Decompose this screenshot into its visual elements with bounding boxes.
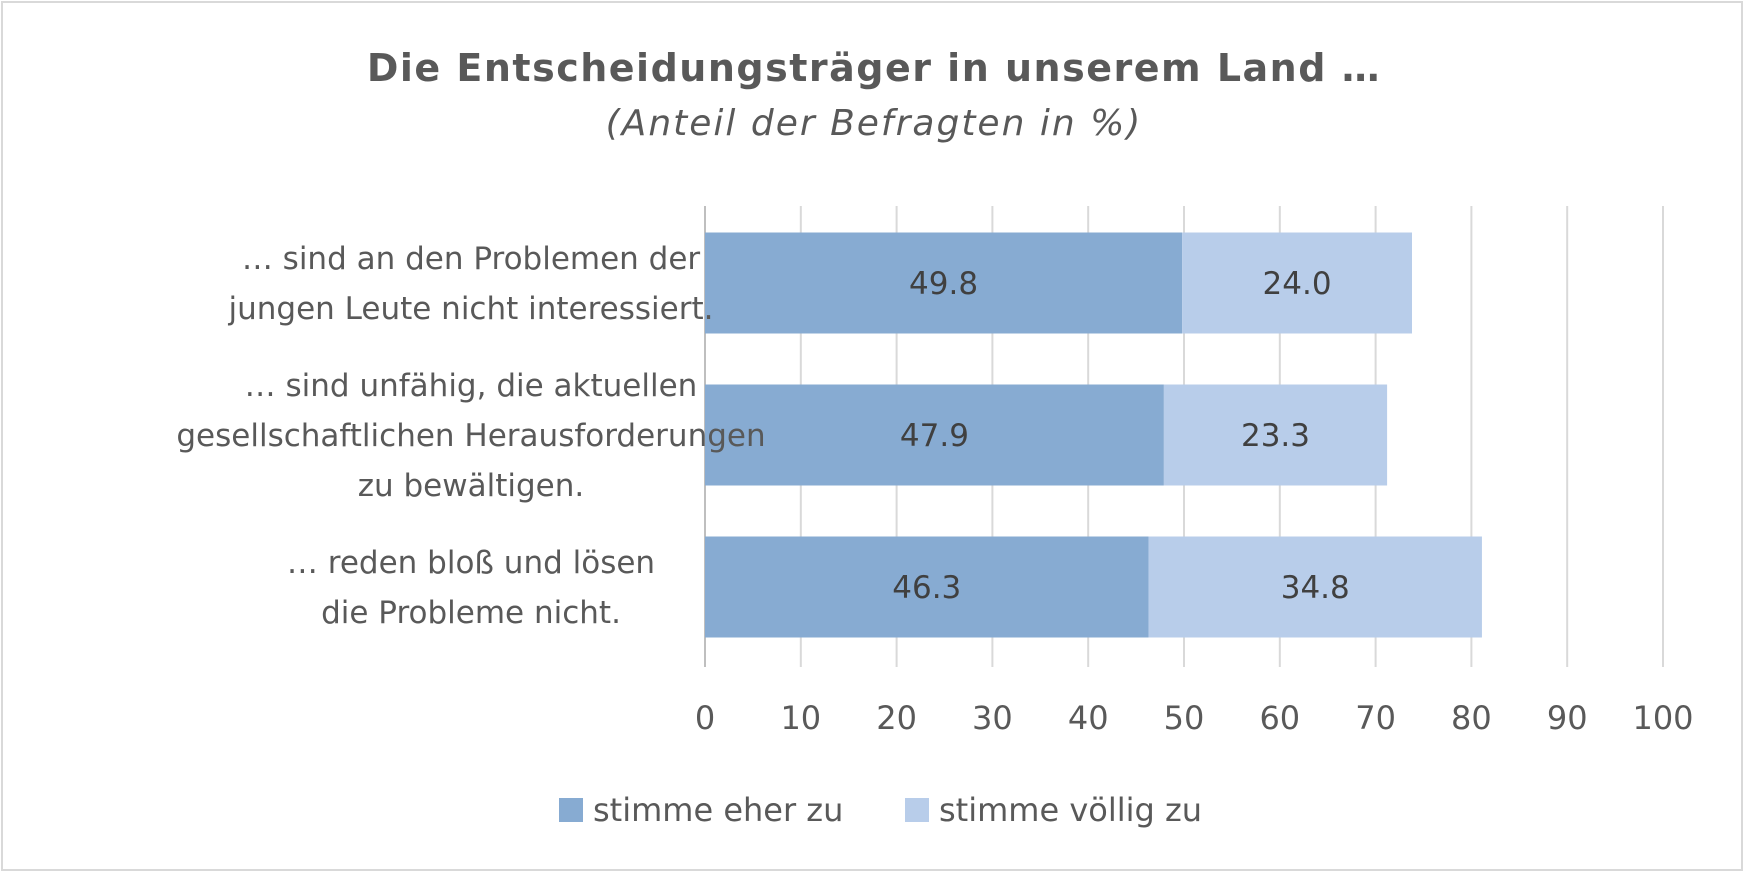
x-tick-label: 80: [1451, 699, 1492, 737]
data-label: 47.9: [900, 418, 969, 454]
category-label: … sind unfähig, die aktuellen: [245, 368, 698, 404]
chart-subtitle: (Anteil der Befragten in %): [606, 103, 1143, 144]
category-label: … sind an den Problemen der: [242, 241, 701, 277]
legend-label: stimme völlig zu: [939, 791, 1202, 829]
data-label: 24.0: [1263, 266, 1332, 302]
category-labels: … sind an den Problemen der jungen Leute …: [176, 241, 765, 631]
x-tick-label: 90: [1547, 699, 1588, 737]
chart-title: Die Entscheidungsträger in unserem Land …: [367, 46, 1381, 90]
x-tick-label: 0: [695, 699, 715, 737]
data-labels: 49.8 24.0 47.9 23.3 46.3 34.8: [892, 266, 1350, 606]
data-label: 34.8: [1281, 570, 1350, 606]
bar-voellig-1: [1182, 232, 1413, 334]
category-label: … reden bloß und lösen: [287, 545, 655, 581]
x-tick-label: 100: [1632, 699, 1693, 737]
x-tick-label: 40: [1068, 699, 1109, 737]
data-label: 23.3: [1241, 418, 1310, 454]
x-tick-labels: 0 10 20 30 40 50 60 70 80 90 100: [695, 699, 1694, 737]
category-label: die Probleme nicht.: [321, 595, 621, 631]
bar-eher-3: [705, 536, 1149, 638]
category-label: gesellschaftlichen Herausforderungen: [176, 418, 765, 454]
x-tick-label: 30: [972, 699, 1013, 737]
legend-swatch: [905, 798, 929, 822]
bar-voellig-2: [1163, 384, 1388, 486]
legend-label: stimme eher zu: [593, 791, 843, 829]
x-tick-label: 60: [1259, 699, 1300, 737]
category-label: zu bewältigen.: [358, 468, 585, 504]
bar-eher-2: [705, 384, 1164, 486]
bar-voellig-3: [1148, 536, 1482, 638]
x-tick-label: 50: [1164, 699, 1205, 737]
data-label: 49.8: [909, 266, 978, 302]
legend-swatch: [559, 798, 583, 822]
bars: [705, 232, 1482, 638]
x-tick-label: 10: [780, 699, 821, 737]
legend: stimme eher zu stimme völlig zu: [559, 791, 1202, 829]
x-tick-label: 20: [876, 699, 917, 737]
category-label: jungen Leute nicht interessiert.: [227, 291, 713, 327]
data-label: 46.3: [892, 570, 961, 606]
bar-eher-1: [705, 232, 1183, 334]
x-tick-label: 70: [1355, 699, 1396, 737]
chart: Die Entscheidungsträger in unserem Land …: [176, 46, 1694, 829]
